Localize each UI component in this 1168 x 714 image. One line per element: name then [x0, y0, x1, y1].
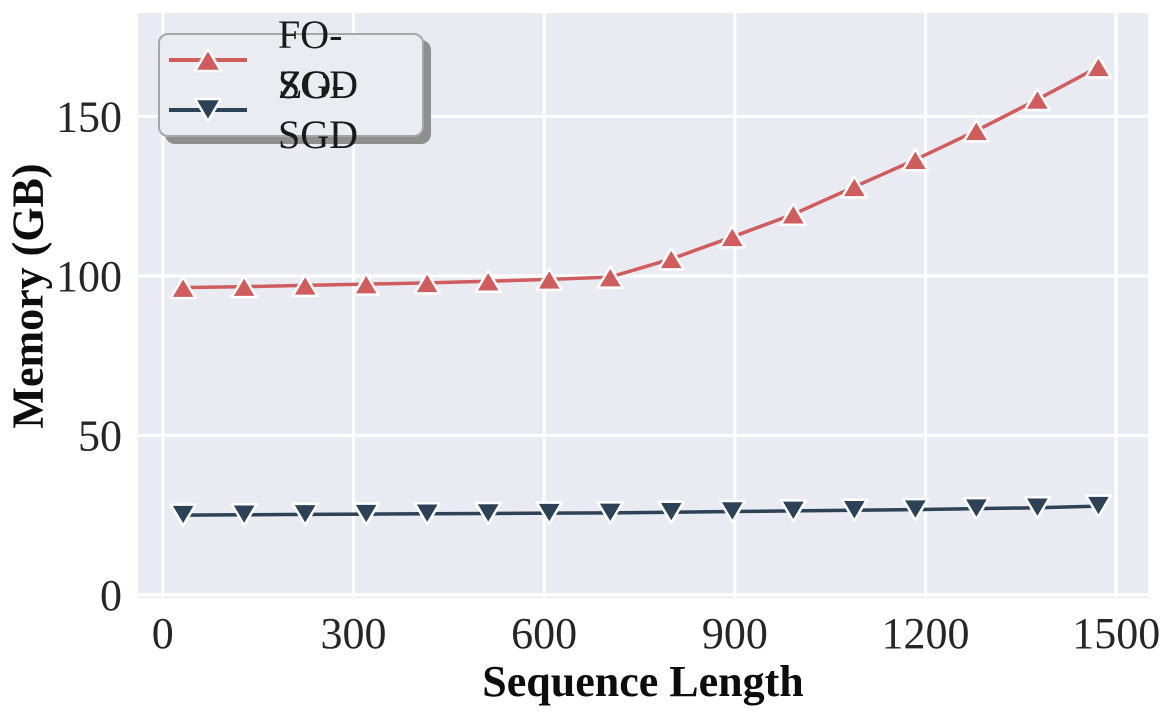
x-tick-label: 300 [320, 609, 386, 658]
zo-sgd-legend-sample [169, 97, 247, 123]
fo-sgd-data-point [840, 175, 869, 199]
fo-sgd-data-point [474, 269, 502, 294]
legend-item-zo-sgd: ZO-SGD [166, 62, 422, 157]
zo-sgd-line [183, 504, 1099, 517]
zo-sgd-data-point [474, 501, 502, 526]
zo-sgd-data-point [291, 502, 319, 527]
x-tick-label: 0 [152, 609, 174, 658]
legend: FO-SGD ZO-SGD [158, 12, 424, 157]
fo-sgd-data-point [901, 147, 930, 172]
legend-label-fo-sgd: FO-SGD [278, 12, 359, 107]
fo-sgd-data-point [779, 202, 808, 227]
fo-sgd-legend-sample [169, 47, 247, 73]
zo-sgd-data-point [718, 499, 747, 524]
fo-sgd-data-point [352, 272, 380, 296]
y-axis-label: Memory (GB) [3, 163, 53, 429]
x-tick-label: 1200 [882, 609, 970, 658]
y-tick-label: 50 [78, 411, 122, 460]
zo-sgd-data-point [901, 497, 930, 522]
zo-sgd-data-point [352, 502, 380, 526]
x-tick-label: 900 [702, 609, 768, 658]
zo-sgd-data-point [840, 498, 869, 523]
x-tick-label: 1500 [1072, 609, 1160, 658]
zo-sgd-data-point [1023, 495, 1052, 520]
fo-sgd-data-point [718, 225, 747, 249]
zo-sgd-data-point [230, 502, 258, 527]
zo-sgd-data-point [657, 500, 686, 524]
fo-sgd-data-point [535, 267, 563, 292]
fo-sgd-data-point [1023, 87, 1052, 112]
zo-sgd-data-point [535, 501, 563, 525]
fo-sgd-line [183, 65, 1100, 290]
zo-sgd-data-point [596, 501, 625, 525]
fo-sgd-data-point [413, 271, 441, 295]
zo-sgd-data-point [1084, 494, 1113, 518]
fo-sgd-data-point [291, 273, 319, 298]
fo-sgd-data-point [1084, 55, 1113, 79]
zo-sgd-data-point [779, 499, 808, 523]
y-tick-label: 150 [56, 92, 122, 141]
fo-sgd-data-point [657, 247, 686, 271]
zo-sgd-data-point [169, 503, 197, 527]
y-tick-label: 100 [56, 252, 122, 301]
legend-item-fo-sgd: FO-SGD [166, 12, 422, 107]
legend-label-zo-sgd: ZO-SGD [278, 62, 359, 157]
fo-sgd-data-point [230, 274, 258, 299]
fo-sgd-data-point [169, 275, 197, 300]
zo-sgd-data-point [413, 502, 441, 526]
fo-sgd-data-point [596, 265, 625, 289]
x-tick-label: 600 [511, 609, 577, 658]
zo-sgd-data-point [962, 496, 991, 521]
fo-sgd-data-point [962, 118, 991, 143]
x-axis-label: Sequence Length [482, 657, 804, 706]
y-tick-label: 0 [100, 571, 122, 620]
